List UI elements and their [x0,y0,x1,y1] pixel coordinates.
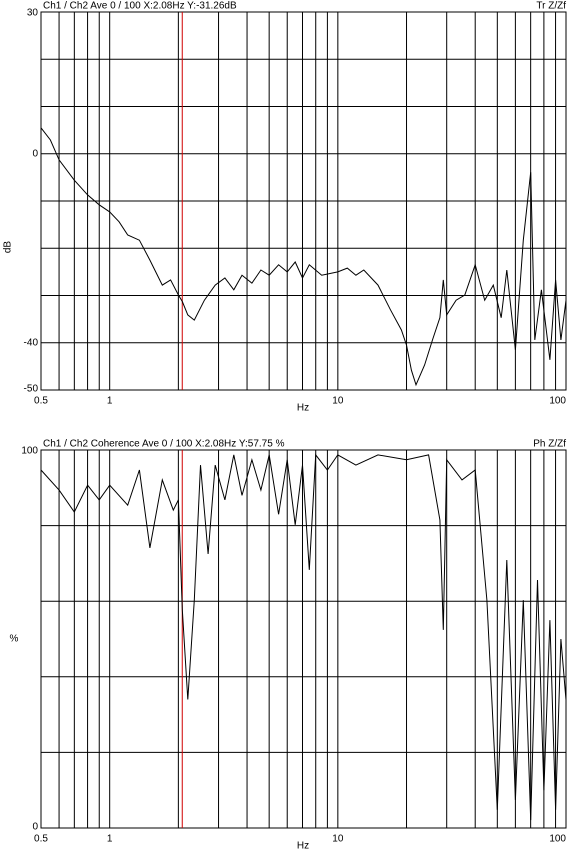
x-tick-label: 100 [549,396,566,407]
data-line [40,127,567,387]
panel-header: Ch1 / Ch2 Coherence Ave 0 / 100 X:2.08Hz… [43,439,285,450]
x-tick-label: 0.5 [34,396,48,407]
x-axis-label: Hz [297,403,309,414]
panel-header: Ch1 / Ch2 Ave 0 / 100 X:2.08Hz Y:-31.26d… [43,1,237,12]
y-tick-label: -50 [24,384,39,395]
data-line [40,453,567,821]
y-tick-label: 0 [32,822,38,833]
x-tick-label: 10 [332,834,344,845]
y-axis-label: dB [3,241,14,254]
x-tick-label: 0.5 [34,834,48,845]
y-tick-label: 30 [27,8,39,19]
panel-annotation: Tr Z/Zf [536,1,566,12]
y-tick-label: 100 [21,446,38,457]
x-tick-label: 100 [549,834,566,845]
y-tick-label: -40 [24,337,39,348]
x-tick-label: 10 [332,396,344,407]
y-axis-label: % [10,634,19,645]
y-tick-label: 0 [32,148,38,159]
plot-frame [40,449,567,829]
x-axis-label: Hz [297,841,309,852]
x-tick-label: 1 [107,396,113,407]
x-tick-label: 1 [107,834,113,845]
plot-frame [40,11,567,391]
panel-annotation: Ph Z/Zf [533,439,566,450]
